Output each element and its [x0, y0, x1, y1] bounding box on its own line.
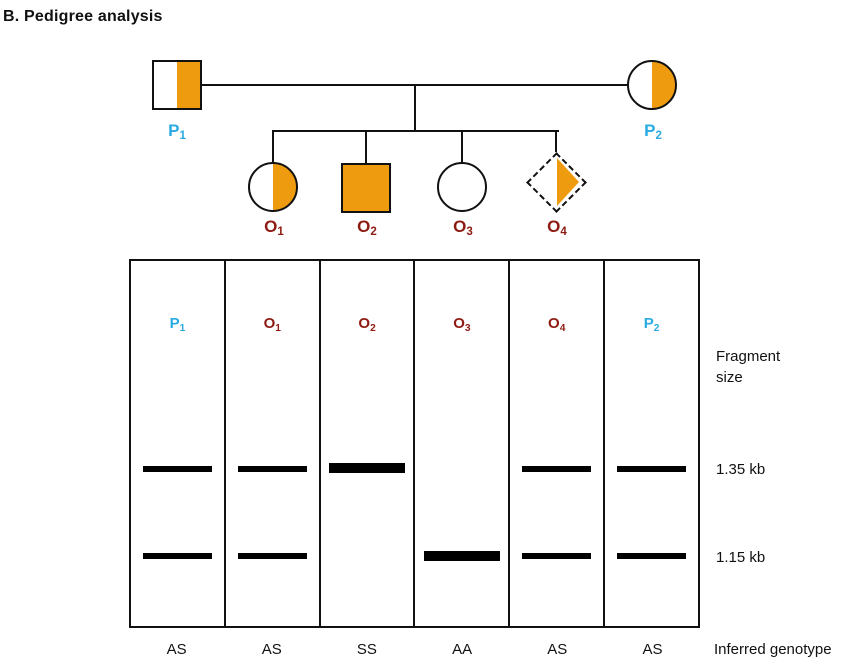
- gel-lane-o1: O1: [226, 261, 321, 626]
- o2-label: O2: [357, 217, 377, 238]
- gel-lane-o1-label: O1: [226, 315, 319, 334]
- p1-carrier-male-symbol: [152, 60, 202, 110]
- gel-lane-o3: O3: [415, 261, 511, 626]
- band-1.15kb-strong: [423, 551, 500, 561]
- o1-carrier-female-symbol: [248, 162, 298, 212]
- p2-label-sub: 2: [655, 130, 662, 143]
- p1-label-base: P: [168, 121, 180, 140]
- fragment-size-line1: Fragment: [716, 348, 781, 365]
- o3-unaffected-female-symbol: [437, 162, 487, 212]
- figure-title: B. Pedigree analysis: [3, 8, 163, 25]
- gel-lane-o2-label-sub: 2: [370, 322, 376, 334]
- o1-label: O1: [264, 217, 284, 238]
- o1-label-sub: 1: [277, 226, 284, 239]
- gel-lane-p2-label-sub: 2: [653, 322, 660, 334]
- o2-label-sub: 2: [370, 226, 377, 239]
- gel-lane-o4-label-base: O: [548, 315, 560, 332]
- size-marker-1.15kb: 1.15 kb: [716, 549, 766, 566]
- p1-label-sub: 1: [179, 130, 186, 143]
- o4-label: O4: [547, 217, 567, 238]
- gel-lane-o2: O2: [321, 261, 416, 626]
- fragment-size-line2: size: [716, 368, 743, 386]
- p1-label: P1: [168, 121, 186, 142]
- gel-lane-o3-label-base: O: [453, 315, 465, 332]
- band-1.15kb: [617, 553, 686, 559]
- p2-label-base: P: [644, 121, 656, 140]
- o4-label-sub: 4: [560, 226, 567, 239]
- inferred-genotype-caption: Inferred genotype: [714, 641, 832, 658]
- descent-line-o2: [365, 131, 367, 164]
- gel-lane-o2-label: O2: [321, 315, 414, 334]
- o1-label-base: O: [264, 217, 278, 236]
- band-1.35kb: [143, 466, 212, 472]
- fragment-size-heading: Fragment size: [716, 347, 780, 388]
- gel-lane-p2-label-base: P: [643, 315, 654, 332]
- gel-lane-p1-label-base: P: [169, 315, 180, 332]
- gel-lane-o4-label-sub: 4: [559, 322, 566, 334]
- genotype-p2: AS: [642, 641, 663, 658]
- o2-affected-male-symbol: [341, 163, 391, 213]
- p2-label: P2: [644, 121, 662, 142]
- o3-label: O3: [453, 217, 473, 238]
- gel-lane-o2-label-base: O: [358, 315, 371, 332]
- band-1.15kb: [143, 553, 212, 559]
- genotype-row: AS AS SS AA AS AS: [129, 641, 700, 658]
- gel-lane-p2: P2: [605, 261, 698, 626]
- genotype-o4: AS: [547, 641, 568, 658]
- sibship-line: [272, 130, 559, 132]
- gel-electrophoresis-box: P1 O1 O2 O3 O4 P2: [129, 259, 700, 628]
- descent-line-o1: [272, 131, 274, 163]
- gel-lane-o1-label-sub: 1: [275, 322, 281, 334]
- descent-line-o4: [555, 131, 557, 152]
- o3-label-sub: 3: [466, 226, 473, 239]
- band-1.35kb-strong: [329, 463, 406, 473]
- gel-lane-o4: O4: [510, 261, 606, 626]
- gel-lane-p1: P1: [131, 261, 226, 626]
- band-1.35kb: [617, 466, 686, 472]
- gel-lane-p2-label: P2: [605, 315, 698, 334]
- band-1.35kb: [237, 466, 307, 472]
- band-1.35kb: [522, 466, 592, 472]
- size-marker-1.35kb: 1.35 kb: [716, 461, 766, 478]
- gel-lane-o3-label: O3: [415, 315, 508, 334]
- gel-lane-o4-label: O4: [510, 315, 603, 334]
- band-1.15kb: [522, 553, 592, 559]
- genotype-o2: SS: [356, 641, 377, 658]
- genotype-p1: AS: [166, 641, 187, 658]
- p2-carrier-female-symbol: [627, 60, 677, 110]
- o3-label-base: O: [453, 217, 467, 236]
- parent-descent-line: [414, 85, 416, 131]
- gel-lane-p1-label: P1: [131, 315, 224, 334]
- genotype-o3: AA: [452, 641, 473, 658]
- o2-label-base: O: [357, 217, 371, 236]
- gel-lane-o1-label-base: O: [263, 315, 276, 332]
- gel-lane-o3-label-sub: 3: [464, 322, 471, 334]
- band-1.15kb: [237, 553, 307, 559]
- descent-line-o3: [461, 131, 463, 163]
- gel-lane-p1-label-sub: 1: [179, 322, 186, 334]
- genotype-o1: AS: [261, 641, 282, 658]
- o4-label-base: O: [547, 217, 561, 236]
